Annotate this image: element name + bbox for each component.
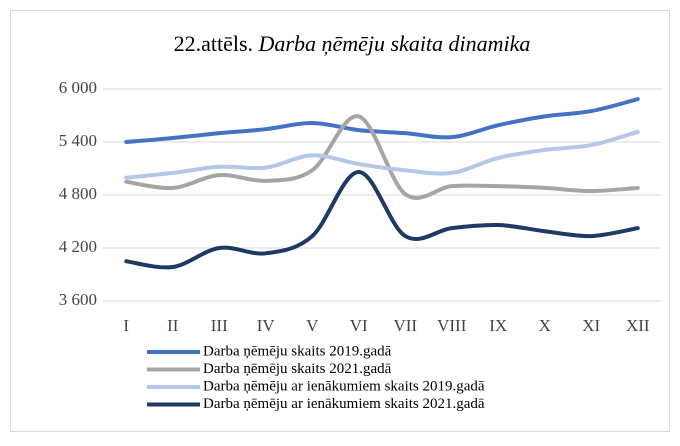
x-tick-label: VIII xyxy=(437,316,467,335)
series-line xyxy=(124,170,640,270)
title-text: Darba ņēmēju skaita dinamika xyxy=(258,31,531,56)
x-tick-label: XI xyxy=(582,316,600,335)
x-tick-label: IX xyxy=(489,316,507,335)
legend-label: Darba ņēmēju ar ienākumiem skaits 2019.g… xyxy=(203,378,485,394)
x-tick-label: IV xyxy=(257,316,276,335)
y-tick-label: 5 400 xyxy=(59,131,97,150)
series-line xyxy=(124,114,640,200)
legend-label: Darba ņēmēju ar ienākumiem skaits 2021.g… xyxy=(203,396,485,412)
x-tick-label: VII xyxy=(393,316,417,335)
y-tick-label: 4 200 xyxy=(59,237,97,256)
x-tick-label: III xyxy=(211,316,228,335)
y-tick-label: 4 800 xyxy=(59,184,97,203)
x-tick-label: X xyxy=(539,316,551,335)
legend-label: Darba ņēmēju skaits 2021.gadā xyxy=(203,361,392,377)
y-tick-label: 3 600 xyxy=(59,290,97,309)
x-tick-label: V xyxy=(306,316,319,335)
legend-label: Darba ņēmēju skaits 2019.gadā xyxy=(203,343,392,359)
chart-frame xyxy=(10,10,670,432)
x-tick-label: II xyxy=(167,316,179,335)
series-line xyxy=(124,129,640,180)
x-tick-label: I xyxy=(123,316,129,335)
title-number: 22.attēls. xyxy=(174,31,253,56)
chart-title: 22.attēls. Darba ņēmēju skaita dinamika xyxy=(174,31,531,56)
y-tick-label: 6 000 xyxy=(59,78,97,97)
x-tick-label: XII xyxy=(626,316,650,335)
x-tick-label: VI xyxy=(350,316,368,335)
series-line xyxy=(124,97,640,144)
